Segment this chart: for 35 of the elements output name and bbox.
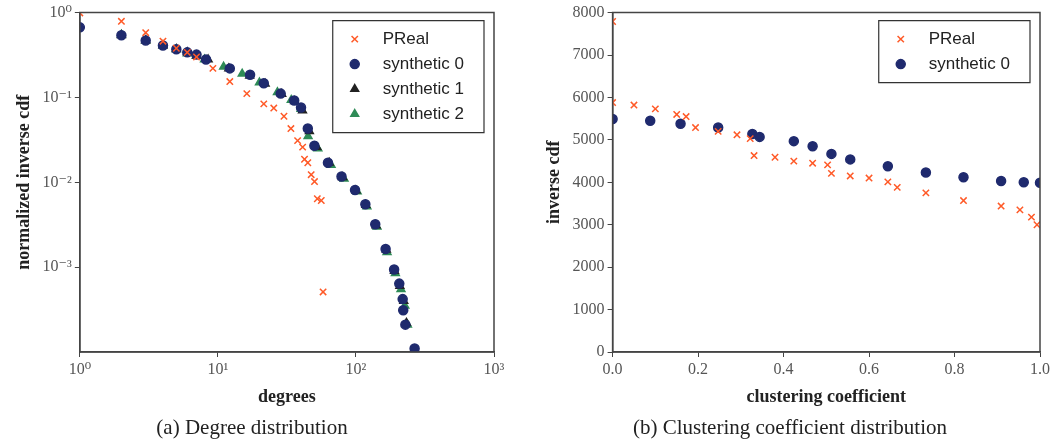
y-tick-label: 10⁻¹ <box>42 87 73 105</box>
x-tick-label: 10² <box>345 359 367 377</box>
x-tick-label: 0.0 <box>602 359 623 377</box>
text: (b) Clustering coefficient distribution <box>633 414 948 439</box>
legend-label: synthetic 0 <box>382 53 464 73</box>
y-axis-title: inverse cdf <box>543 139 564 225</box>
y-tick-label: 0 <box>596 342 605 360</box>
y-tick-label: 8000 <box>572 2 605 20</box>
x-tick-label: 1.0 <box>1030 359 1050 377</box>
x-tick-label: 0.6 <box>859 359 880 377</box>
y-tick-label: 10⁰ <box>49 2 72 20</box>
legend-label: synthetic 0 <box>928 53 1010 73</box>
y-tick-label: 1000 <box>572 299 605 317</box>
x-tick-label: 0.4 <box>773 359 794 377</box>
y-tick-label: 5000 <box>572 130 605 148</box>
legend-label: synthetic 1 <box>382 78 464 98</box>
legend-label: PReal <box>928 28 976 48</box>
text: (a) Degree distribution <box>156 414 349 439</box>
legend-label: synthetic 2 <box>382 103 464 123</box>
y-tick-label: 6000 <box>572 87 605 105</box>
x-tick-label: 10¹ <box>207 359 229 377</box>
x-tick-label: 10⁰ <box>68 359 92 377</box>
y-tick-label: 10⁻² <box>42 172 73 190</box>
x-axis-title: clustering coefficient <box>746 385 907 406</box>
y-tick-label: 3000 <box>572 214 605 232</box>
x-tick-label: 0.2 <box>688 359 709 377</box>
y-tick-label: 4000 <box>572 172 605 190</box>
x-tick-label: 10³ <box>483 359 505 377</box>
y-tick-label: 2000 <box>572 257 605 275</box>
y-tick-label: 10⁻³ <box>42 257 73 275</box>
y-axis-title: normalized inverse cdf <box>13 93 34 270</box>
legend-label: PReal <box>382 28 430 48</box>
x-tick-label: 0.8 <box>944 359 965 377</box>
y-tick-label: 7000 <box>572 45 605 63</box>
x-axis-title: degrees <box>258 385 316 406</box>
